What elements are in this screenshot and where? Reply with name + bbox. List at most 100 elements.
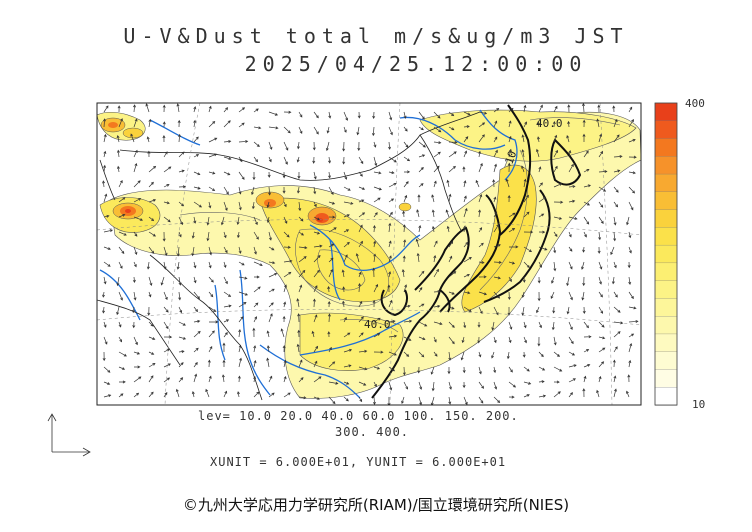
wind-arrow	[118, 179, 123, 188]
wind-arrow	[328, 346, 332, 353]
wind-arrow	[193, 306, 198, 313]
wind-arrow	[388, 381, 393, 391]
wind-arrow	[328, 257, 334, 263]
wind-arrow	[446, 179, 450, 188]
wind-arrow	[328, 361, 336, 368]
wind-arrow	[568, 246, 573, 252]
wind-arrow	[568, 336, 574, 345]
levels-line-2: 300. 400.	[335, 425, 410, 439]
wind-arrow	[418, 321, 428, 327]
wind-arrow	[372, 225, 376, 233]
wind-arrow	[463, 125, 470, 129]
wind-arrow	[132, 276, 136, 283]
wind-arrow	[418, 224, 422, 233]
wind-arrow	[193, 171, 201, 176]
wind-arrow	[418, 183, 424, 188]
wind-arrow	[628, 155, 637, 159]
wind-arrow	[130, 133, 135, 143]
wind-arrow	[253, 275, 260, 279]
wind-arrow	[238, 276, 248, 280]
wind-arrow	[133, 198, 142, 203]
wind-arrow	[238, 329, 242, 338]
wind-arrow	[613, 201, 619, 208]
wind-arrow	[537, 276, 541, 284]
wind-arrow	[403, 141, 409, 148]
wind-arrow	[133, 149, 138, 158]
wind-arrow	[598, 291, 603, 298]
wind-arrow	[521, 134, 525, 143]
wind-arrow	[298, 216, 304, 222]
wind-arrow	[403, 194, 408, 203]
wind-arrow	[163, 151, 168, 158]
contour-label-south: 40.0	[364, 318, 391, 331]
wind-arrow	[613, 291, 618, 298]
wind-arrow	[448, 336, 455, 345]
wind-arrow	[598, 361, 605, 368]
wind-arrow	[343, 126, 347, 133]
wind-arrow	[553, 336, 557, 346]
wind-arrow	[313, 244, 323, 248]
wind-arrow	[132, 321, 136, 329]
wind-arrow	[223, 120, 231, 128]
wind-arrow	[133, 261, 137, 268]
rivers	[99, 109, 518, 399]
wind-arrow	[163, 392, 168, 398]
wind-arrow	[463, 136, 469, 143]
wind-arrow	[208, 261, 212, 269]
wind-arrow	[283, 284, 287, 293]
wind-arrow	[253, 261, 263, 267]
colorbar-step	[654, 369, 678, 388]
map-plot: 40.0 40.0 10	[97, 103, 641, 405]
wind-arrow	[253, 360, 257, 368]
colorbar-frame	[654, 102, 678, 406]
wind-arrow	[266, 330, 270, 338]
wind-arrow	[148, 391, 154, 398]
wind-arrow	[223, 201, 228, 211]
wind-arrow	[208, 330, 215, 338]
wind-arrow	[176, 103, 180, 113]
wind-arrow	[493, 243, 501, 248]
wind-arrow	[328, 396, 336, 405]
wind-arrow	[148, 246, 155, 254]
wind-arrow	[193, 373, 198, 383]
wind-arrow	[568, 378, 577, 383]
contour-label-north: 40.0	[536, 117, 563, 130]
wind-arrow	[312, 156, 316, 164]
wind-arrow	[342, 300, 345, 308]
wind-arrow	[236, 391, 240, 398]
wind-arrow	[373, 366, 381, 370]
wind-arrow	[193, 216, 197, 224]
wind-arrow	[628, 231, 632, 239]
wind-arrow	[508, 120, 512, 128]
wind-arrow	[582, 276, 586, 287]
wind-arrow	[566, 306, 570, 315]
wind-arrow	[312, 298, 316, 308]
wind-arrow	[146, 261, 150, 270]
wind-arrow	[253, 316, 258, 323]
wind-arrow	[567, 120, 571, 128]
wind-arrow	[223, 246, 228, 254]
wind-arrow	[388, 111, 393, 121]
colorbar-step	[654, 173, 678, 193]
wind-arrow	[343, 364, 352, 368]
wind-arrow	[313, 111, 319, 119]
wind-arrow	[613, 216, 617, 226]
wind-arrow	[613, 169, 621, 173]
wind-arrow	[282, 171, 286, 179]
wind-arrow	[372, 299, 376, 308]
wind-arrow	[628, 276, 632, 285]
wind-arrow	[328, 156, 332, 164]
wind-arrow	[328, 227, 337, 233]
wind-arrow	[403, 351, 410, 357]
wind-arrow	[553, 134, 558, 143]
wind-arrow	[223, 331, 228, 338]
wind-arrow	[206, 216, 210, 226]
wind-arrow	[613, 261, 617, 269]
wind-arrow	[613, 331, 621, 338]
wind-arrow	[358, 240, 363, 248]
wind-arrow	[103, 366, 111, 373]
wind-arrow	[463, 241, 469, 248]
wind-arrow	[402, 255, 406, 263]
wind-arrow	[176, 246, 180, 257]
wind-arrow	[296, 156, 300, 163]
